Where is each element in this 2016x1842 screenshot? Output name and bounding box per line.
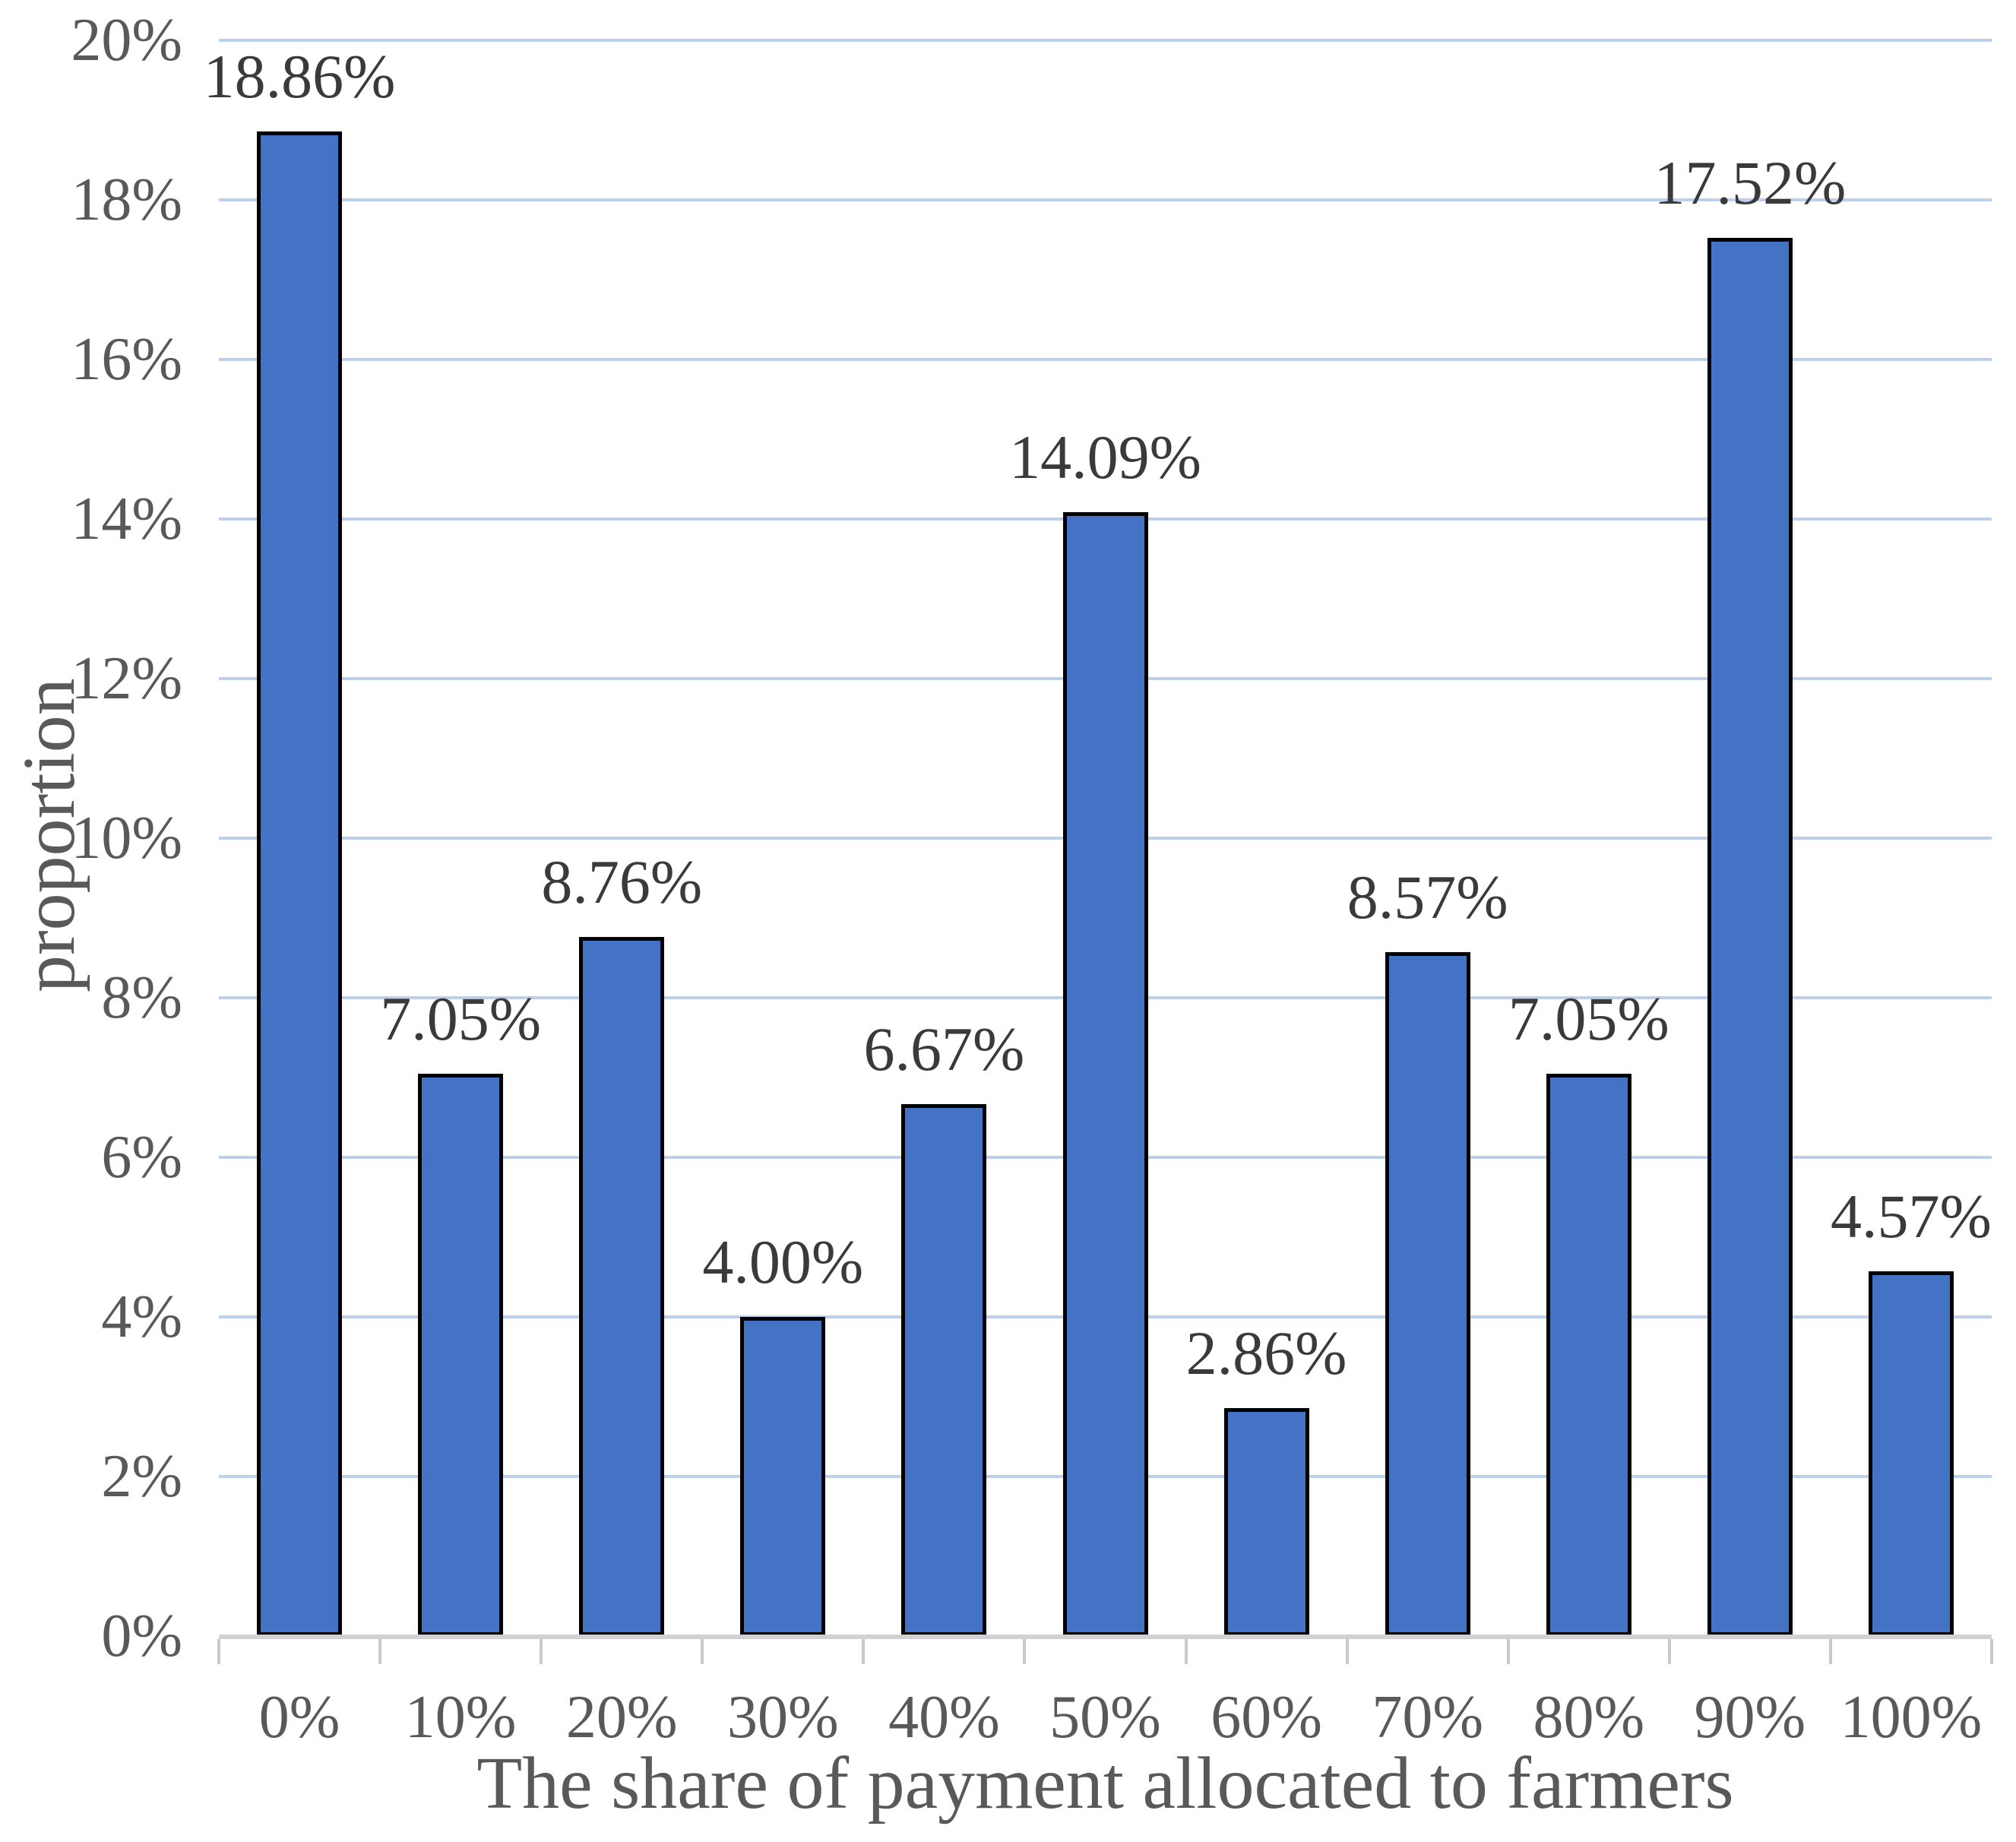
x-tick-label: 60% — [1211, 1684, 1322, 1751]
bar — [740, 1317, 826, 1636]
bar-data-label: 7.05% — [1508, 983, 1669, 1053]
bar-data-label: 18.86% — [203, 41, 396, 111]
y-tick-label: 6% — [101, 1124, 182, 1191]
y-tick-label: 20% — [71, 7, 182, 74]
y-tick-label: 2% — [101, 1443, 182, 1510]
x-tick-label: 100% — [1840, 1684, 1983, 1751]
gridline — [219, 358, 1992, 361]
y-tick-label: 16% — [71, 326, 182, 393]
x-tick-mark — [378, 1639, 382, 1664]
x-tick-label: 70% — [1372, 1684, 1483, 1751]
bar-data-label: 7.05% — [380, 983, 542, 1053]
x-tick-label: 10% — [404, 1684, 517, 1751]
bar-data-label: 6.67% — [863, 1014, 1025, 1084]
bar-data-label: 8.57% — [1347, 862, 1508, 932]
bar — [901, 1103, 987, 1636]
bar — [418, 1073, 504, 1636]
x-tick-label: 40% — [888, 1684, 1000, 1751]
x-tick-mark — [1506, 1639, 1510, 1664]
bar-data-label: 8.76% — [541, 847, 703, 917]
y-tick-label: 4% — [101, 1283, 182, 1350]
bar-data-label: 2.86% — [1185, 1318, 1347, 1388]
x-tick-mark — [217, 1639, 220, 1664]
bar — [1546, 1073, 1631, 1636]
y-tick-label: 14% — [71, 486, 182, 552]
x-tick-label: 90% — [1694, 1684, 1806, 1751]
x-tick-mark — [540, 1639, 543, 1664]
y-tick-label: 18% — [71, 166, 182, 233]
bar — [1385, 952, 1470, 1636]
x-tick-mark — [1345, 1639, 1349, 1664]
x-tick-mark — [862, 1639, 866, 1664]
bar — [1062, 511, 1148, 1636]
bar-data-label: 4.00% — [702, 1227, 864, 1296]
x-tick-label: 30% — [726, 1684, 839, 1751]
x-tick-mark — [1990, 1639, 1993, 1664]
x-tick-label: 50% — [1049, 1684, 1161, 1751]
bar — [579, 937, 665, 1636]
gridline — [219, 198, 1992, 201]
x-tick-mark — [1184, 1639, 1188, 1664]
y-tick-label: 10% — [71, 805, 182, 872]
bar-data-label: 17.52% — [1654, 148, 1847, 218]
y-tick-label: 0% — [101, 1603, 182, 1670]
x-axis-title: The share of payment allocated to farmer… — [476, 1742, 1734, 1825]
x-tick-mark — [1828, 1639, 1832, 1664]
x-tick-mark — [701, 1639, 704, 1664]
x-tick-label: 20% — [565, 1684, 678, 1751]
x-tick-mark — [1667, 1639, 1671, 1664]
x-tick-label: 0% — [258, 1684, 340, 1751]
bar-data-label: 4.57% — [1831, 1182, 1992, 1252]
bar — [1223, 1407, 1309, 1636]
y-tick-label: 8% — [101, 964, 182, 1031]
bar — [1868, 1271, 1954, 1636]
y-tick-label: 12% — [71, 645, 182, 712]
x-tick-label: 80% — [1533, 1684, 1645, 1751]
bar — [1707, 238, 1793, 1636]
gridline — [219, 39, 1992, 42]
bar — [257, 131, 343, 1636]
x-tick-mark — [1023, 1639, 1027, 1664]
bar-data-label: 14.09% — [1009, 422, 1201, 492]
x-axis-line — [219, 1635, 1992, 1639]
